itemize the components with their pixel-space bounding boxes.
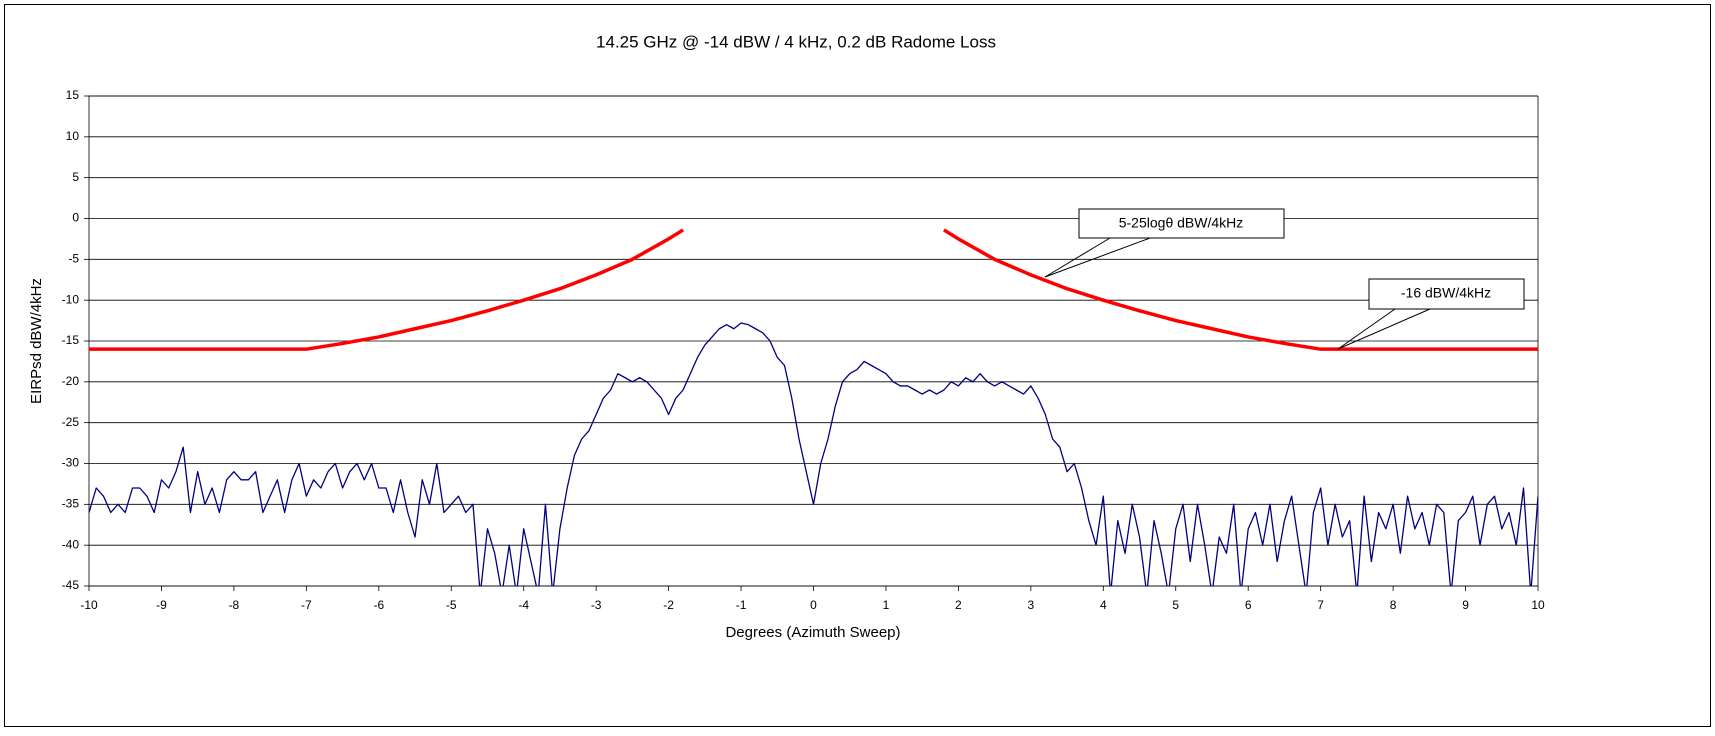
x-axis-label: Degrees (Azimuth Sweep) bbox=[725, 624, 900, 641]
y-tick-label: 5 bbox=[72, 170, 79, 184]
y-tick-label: -40 bbox=[62, 537, 80, 551]
x-tick-label: -4 bbox=[518, 598, 529, 612]
y-tick-label: 0 bbox=[72, 211, 79, 225]
annotation: 5-25logθ dBW/4kHz bbox=[1119, 215, 1244, 231]
series-line bbox=[89, 228, 1538, 351]
y-axis-label: EIRPsd dBW/4kHz bbox=[28, 278, 45, 404]
x-tick-label: 3 bbox=[1028, 598, 1035, 612]
x-tick-label: 7 bbox=[1317, 598, 1324, 612]
x-tick-label: -7 bbox=[301, 598, 312, 612]
x-tick-label: -8 bbox=[229, 598, 240, 612]
leader-line bbox=[1044, 237, 1111, 278]
x-tick-label: -1 bbox=[736, 598, 747, 612]
leader-line bbox=[1337, 308, 1396, 350]
leader-line bbox=[1044, 237, 1151, 278]
annotations: 5-25logθ dBW/4kHz -16 dBW/4kHz bbox=[1044, 208, 1525, 350]
x-tick-label: 2 bbox=[955, 598, 962, 612]
x-tick-label: 9 bbox=[1462, 598, 1469, 612]
x-tick-label: -2 bbox=[663, 598, 674, 612]
x-tick-label: 0 bbox=[810, 598, 817, 612]
y-tick-label: -25 bbox=[62, 415, 80, 429]
y-tick-label: 10 bbox=[66, 129, 80, 143]
x-tick-label: 4 bbox=[1100, 598, 1107, 612]
leader-line bbox=[1337, 308, 1431, 350]
chart-title: 14.25 GHz @ -14 dBW / 4 kHz, 0.2 dB Rado… bbox=[596, 32, 996, 51]
annotation: -16 dBW/4kHz bbox=[1401, 285, 1491, 301]
y-tick-label: -15 bbox=[62, 333, 80, 347]
y-tick-label: 15 bbox=[66, 88, 80, 102]
x-tick-label: -3 bbox=[591, 598, 602, 612]
callout-box bbox=[1078, 208, 1285, 239]
x-tick-label: 1 bbox=[883, 598, 890, 612]
plot-area bbox=[89, 228, 1538, 586]
x-tick-label: 10 bbox=[1531, 598, 1545, 612]
callout-box bbox=[1368, 278, 1525, 310]
x-tick-label: -10 bbox=[80, 598, 98, 612]
y-tick-label: -20 bbox=[62, 374, 80, 388]
x-tick-label: 5 bbox=[1172, 598, 1179, 612]
x-tick-label: -9 bbox=[156, 598, 167, 612]
x-tick-label: -6 bbox=[373, 598, 384, 612]
x-tick-label: 6 bbox=[1245, 598, 1252, 612]
x-tick-label: 8 bbox=[1390, 598, 1397, 612]
y-tick-label: -45 bbox=[62, 578, 80, 592]
x-tick-label: -5 bbox=[446, 598, 457, 612]
y-tick-label: -5 bbox=[68, 252, 79, 266]
y-tick-label: -35 bbox=[62, 497, 80, 511]
y-tick-label: -30 bbox=[62, 456, 80, 470]
series-line bbox=[89, 322, 1538, 586]
chart-frame bbox=[4, 4, 1711, 727]
y-tick-label: -10 bbox=[62, 292, 80, 306]
